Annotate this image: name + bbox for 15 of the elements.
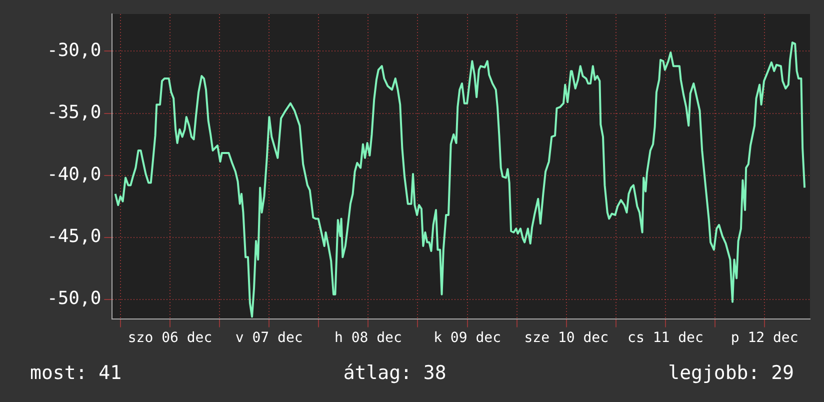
x-tick-label: h 08 dec bbox=[334, 330, 402, 346]
y-tick-label: -40,0 bbox=[46, 164, 102, 185]
text: legjobb: 29 bbox=[668, 362, 794, 384]
y-tick-label: -50,0 bbox=[46, 288, 102, 310]
x-tick-label: sze 10 dec bbox=[524, 330, 609, 346]
text: átlag: 38 bbox=[343, 362, 446, 384]
x-tick-label: p 12 dec bbox=[730, 330, 798, 346]
y-tick-label: -30,0 bbox=[46, 40, 102, 61]
y-tick-label: -45,0 bbox=[46, 226, 102, 247]
x-tick-label: v 07 dec bbox=[235, 330, 303, 346]
y-tick-label: -35,0 bbox=[46, 102, 102, 123]
text: most: 41 bbox=[30, 362, 122, 384]
x-tick-label: k 09 dec bbox=[434, 330, 502, 346]
x-tick-label: cs 11 dec bbox=[628, 330, 704, 346]
x-tick-label: szo 06 dec bbox=[128, 330, 212, 346]
